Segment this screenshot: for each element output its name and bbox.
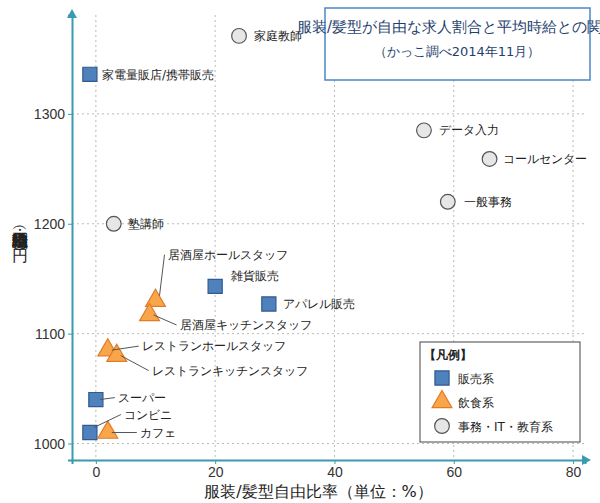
point (106, 216, 121, 231)
leader-line (121, 356, 149, 371)
title: 服装/髪型が自由な求人割合と平均時給との関係 (297, 18, 600, 36)
legend-label: 飲食系 (458, 396, 494, 410)
chart: 0 20 40 60 80 1000 1100 1200 1300 服装/髪型自由比率（単位：%）… (0, 0, 600, 503)
tick: 20 (208, 460, 224, 480)
tick-label: 20 (208, 464, 224, 480)
point-label: 居酒屋キッチンスタッフ (180, 318, 312, 332)
subtitle: （かっこ調べ2014年11月） (374, 44, 541, 59)
axis-arrow (582, 455, 591, 465)
x-axis-title: 服装/髪型自由比率（単位：%） (204, 482, 433, 501)
point (83, 67, 97, 81)
point-label: レストランキッチンスタッフ (152, 364, 308, 378)
axis-line (68, 16, 73, 461)
title-box: 服装/髪型が自由な求人割合と平均時給との関係 （かっこ調べ2014年11月） (297, 8, 600, 80)
point-label: 雑貨販売 (231, 269, 279, 283)
tick-mark (68, 114, 72, 115)
grid-line (72, 333, 585, 334)
point (232, 29, 247, 44)
legend-label: 販売系 (458, 372, 494, 386)
legend: 【凡例】販売系飲食系事務・IT・教育系 (420, 342, 580, 442)
tick-mark (68, 444, 72, 445)
tick: 1200 (34, 216, 72, 232)
leader-line (112, 346, 139, 350)
point-label: アパレル販売 (283, 297, 355, 311)
point-label: 一般事務 (464, 195, 512, 209)
grid-line (72, 113, 585, 114)
grid-line (72, 443, 585, 444)
tick-mark (68, 224, 72, 225)
tick-label: 0 (92, 464, 100, 480)
point (482, 152, 497, 167)
legend-label: 事務・IT・教育系 (458, 420, 553, 434)
leader-line (94, 415, 121, 428)
tick-label: 1100 (35, 326, 65, 342)
grid-line (334, 15, 335, 460)
y-axis-title: 職種別平均時給（単位：円） (11, 220, 30, 264)
legend-marker (432, 391, 452, 408)
point (417, 123, 432, 138)
point (440, 194, 455, 209)
point-label: 居酒屋ホールスタッフ (168, 248, 288, 262)
axis-arrow (67, 9, 77, 18)
grid (72, 15, 585, 460)
tick-label: 60 (446, 464, 462, 480)
point (262, 297, 276, 311)
tick-mark (68, 334, 72, 335)
tick: 80 (566, 460, 582, 480)
tick-label: 1300 (34, 106, 65, 122)
point (146, 289, 166, 306)
legend-title: 【凡例】 (424, 348, 472, 362)
legend-marker (435, 371, 449, 385)
point-label: カフェ (140, 426, 176, 440)
point-label: 家庭教師 (254, 29, 302, 43)
legend-marker (435, 419, 450, 434)
x-axis: 0 20 40 60 80 (73, 460, 586, 480)
point-label: レストランホールスタッフ (142, 339, 286, 353)
point-label: 塾講師 (128, 217, 164, 231)
y-axis: 1000 1100 1200 1300 (34, 16, 73, 461)
point-label: データ入力 (439, 123, 499, 137)
tick: 0 (92, 460, 100, 480)
point-label: コールセンター (503, 152, 587, 166)
point (208, 279, 222, 293)
leader-line (100, 398, 115, 400)
leader-line (112, 432, 137, 433)
tick: 60 (446, 460, 462, 480)
tick: 1100 (35, 326, 72, 342)
legend-frame (420, 342, 580, 442)
tick: 1000 (34, 435, 72, 451)
tick-label: 40 (327, 464, 343, 480)
point-label: コンビニ (124, 408, 172, 422)
point-label: スーパー (118, 391, 166, 405)
tick: 40 (327, 460, 343, 480)
point (107, 344, 127, 361)
tick: 1300 (34, 106, 72, 122)
grid-line (215, 15, 216, 460)
point (140, 304, 160, 321)
leader-line (154, 315, 177, 325)
tick-label: 1200 (34, 216, 65, 232)
tick-label: 80 (566, 464, 582, 480)
point-label: 家電量販店/携帯販売 (102, 68, 214, 82)
leader-line (160, 255, 165, 296)
tick-label: 1000 (34, 435, 65, 451)
points (83, 29, 497, 440)
